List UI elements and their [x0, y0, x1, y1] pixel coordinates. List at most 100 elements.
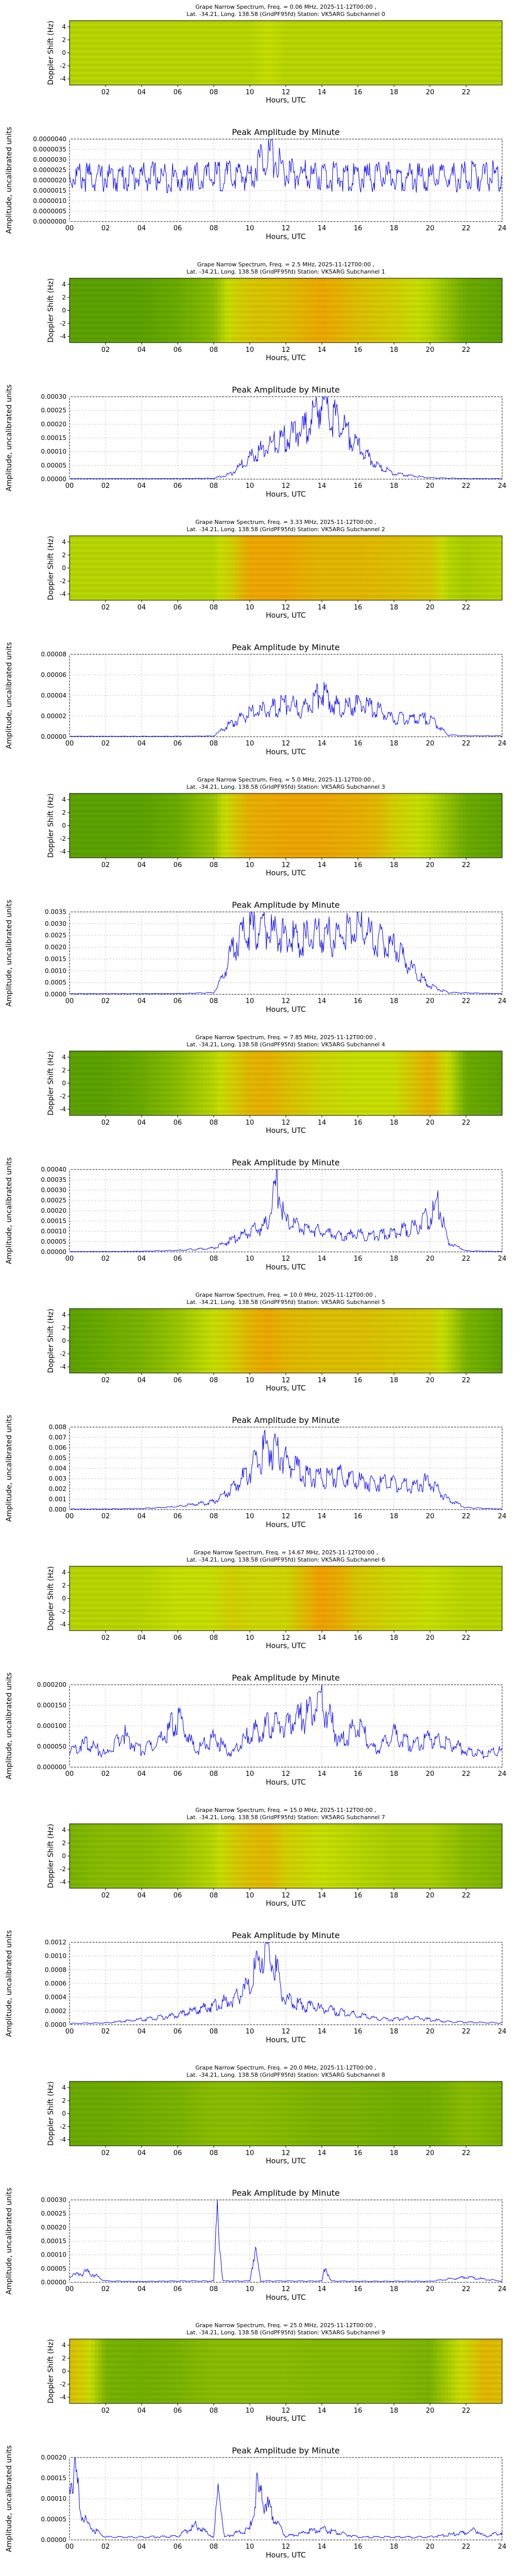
spectrum-texture [70, 1088, 502, 1092]
spectrum-cell [91, 278, 95, 343]
spectrum-cell [473, 536, 477, 600]
spectrum-cell [138, 793, 142, 858]
spectrum-cell [462, 1566, 467, 1631]
spectrum-cell [73, 1309, 77, 1373]
amplitude-xtick-label: 06 [174, 1513, 182, 1520]
spectrum-title: Grape Narrow Spectrum, Freq. = 25.0 MHz,… [195, 2322, 376, 2329]
spectrum-cell [434, 2081, 438, 2146]
spectrum-cell [80, 2339, 84, 2403]
spectrum-cell [416, 2081, 420, 2146]
spectrum-cell [149, 1824, 153, 1888]
spectrum-cell [156, 793, 160, 858]
spectrum-cell [232, 278, 236, 343]
amplitude-xtick-label: 12 [282, 997, 290, 1005]
spectrum-cell [372, 1566, 376, 1631]
amplitude-ytick-label: 0.0010 [45, 967, 66, 974]
spectrum-cell [221, 1566, 225, 1631]
spectrum-cell [480, 1566, 485, 1631]
amplitude-xtick-label: 04 [138, 225, 146, 232]
amplitude-xtick-label: 18 [390, 2543, 399, 2551]
spectrum-cell [250, 1824, 254, 1888]
spectrum-cell [430, 1051, 434, 1115]
spectrum-cell [408, 2339, 413, 2403]
spectrum-cell [354, 2339, 358, 2403]
spectrum-cell [362, 536, 366, 600]
spectrum-cell [73, 1051, 77, 1115]
spectrum-cell [102, 278, 106, 343]
spectrum-cell [419, 1824, 423, 1888]
spectrum-cell [225, 536, 229, 600]
amplitude-xtick-label: 12 [282, 1770, 290, 1778]
spectrum-cell [178, 536, 182, 600]
spectrum-cell [376, 2081, 380, 2146]
spectrum-cell [181, 1824, 185, 1888]
amplitude-ylabel: Amplitude, uncalibrated units [5, 384, 13, 492]
spectrum-cell [203, 1566, 207, 1631]
spectrum-cell [466, 21, 470, 85]
spectrum-cell [484, 1309, 488, 1373]
spectrum-cell [394, 2081, 398, 2146]
spectrum-cell [188, 1824, 193, 1888]
spectrum-ytick-label: -2 [60, 320, 66, 327]
amplitude-xtick-label: 24 [498, 740, 507, 748]
spectrum-cell [470, 21, 474, 85]
spectrum-cell [351, 21, 355, 85]
spectrum-cell [131, 1566, 135, 1631]
spectrum-xtick-label: 20 [426, 1119, 435, 1127]
spectrum-cell [120, 21, 124, 85]
spectrum-cell [340, 793, 344, 858]
spectrum-cell [441, 278, 445, 343]
spectrum-cell [466, 793, 470, 858]
spectrum-cell [495, 21, 499, 85]
amplitude-xtick-label: 14 [318, 997, 327, 1005]
spectrum-cell [488, 278, 492, 343]
spectrum-cell [347, 278, 351, 343]
amplitude-xtick-label: 24 [498, 2543, 507, 2551]
spectrum-cell [156, 1309, 160, 1373]
spectrum-cell [217, 2339, 221, 2403]
amplitude-ytick-label: 0.00020 [41, 1207, 66, 1214]
spectrum-cell [372, 278, 376, 343]
spectrum-cell [300, 278, 304, 343]
spectrum-cell [488, 1824, 492, 1888]
spectrum-cell [221, 21, 225, 85]
spectrum-cell [156, 536, 160, 600]
spectrum-cell [383, 793, 387, 858]
spectrum-cell [174, 2339, 178, 2403]
spectrum-cell [178, 2339, 182, 2403]
spectrum-cell [279, 793, 283, 858]
spectrum-cell [225, 21, 229, 85]
spectrum-cell [473, 2081, 477, 2146]
spectrum-cell [210, 1309, 214, 1373]
spectrum-xtick-label: 08 [210, 861, 218, 869]
spectrum-title: Grape Narrow Spectrum, Freq. = 15.0 MHz,… [195, 1807, 376, 1814]
spectrum-cell [232, 793, 236, 858]
spectrum-cell [264, 1566, 268, 1631]
amplitude-xtick-label: 08 [210, 1255, 218, 1263]
spectrum-cell [73, 1824, 77, 1888]
spectrum-cell [228, 793, 232, 858]
spectrum-cell [362, 278, 366, 343]
spectrum-cell [134, 1309, 139, 1373]
spectrum-ytick-label: 0 [62, 1853, 66, 1860]
spectrum-cell [138, 1051, 142, 1115]
spectrum-cell [462, 2081, 467, 2146]
spectrum-cell [423, 2081, 427, 2146]
amplitude-ytick-label: 0.00005 [41, 1238, 66, 1245]
spectrum-cell [416, 2339, 420, 2403]
spectrum-cell [113, 793, 117, 858]
spectrum-cell [178, 1051, 182, 1115]
spectrum-cell [289, 1566, 294, 1631]
spectrum-ytick-label: -2 [60, 578, 66, 585]
amplitude-xtick-label: 16 [354, 2543, 363, 2551]
spectrum-xlabel: Hours, UTC [266, 612, 306, 620]
spectrum-cell [452, 2081, 456, 2146]
spectrum-cell [466, 1566, 470, 1631]
spectrum-texture [70, 1851, 502, 1854]
spectrum-cell [473, 1309, 477, 1373]
spectrum-xtick-label: 04 [138, 861, 146, 869]
spectrum-ytick-label: 2 [62, 294, 66, 301]
spectrum-cell [246, 278, 250, 343]
spectrum-cell [358, 21, 362, 85]
